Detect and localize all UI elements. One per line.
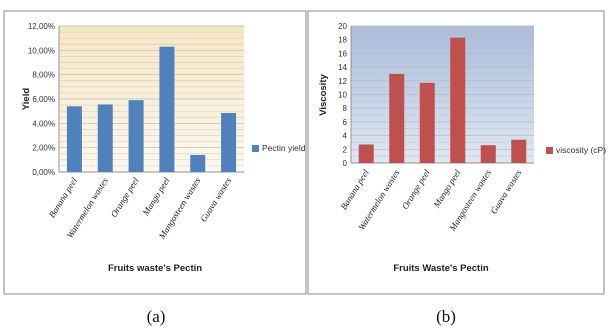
y-tick-label: 2 bbox=[343, 145, 348, 154]
y-tick-label: 6,00% bbox=[32, 95, 55, 104]
y-axis-title: Yield bbox=[21, 88, 32, 111]
x-axis-title: Fruits Waste's Pectin bbox=[393, 263, 489, 274]
bar bbox=[66, 106, 82, 172]
bars bbox=[358, 37, 527, 163]
bar bbox=[128, 100, 144, 172]
gridlines bbox=[58, 25, 244, 173]
y-tick-label: 6 bbox=[343, 118, 348, 127]
y-tick-label: 2,00% bbox=[32, 144, 55, 153]
legend-label: Pectin yield bbox=[262, 143, 306, 153]
bar bbox=[511, 139, 527, 163]
legend: viscosity (cP) bbox=[546, 145, 606, 155]
y-tick-label: 18 bbox=[338, 36, 347, 45]
bar bbox=[450, 37, 466, 163]
y-tick-label: 4,00% bbox=[32, 119, 55, 128]
y-tick-labels: 0,00% 2,00% 4,00% 6,00% 8,00% 10,00% 12,00% bbox=[28, 22, 55, 177]
bars bbox=[66, 46, 237, 172]
y-tick-label: 8 bbox=[343, 104, 348, 113]
bar bbox=[389, 73, 405, 163]
bar bbox=[97, 104, 113, 172]
y-tick-label: 14 bbox=[338, 63, 347, 72]
y-tick-label: 12,00% bbox=[28, 22, 55, 31]
y-tick-label: 8,00% bbox=[32, 71, 55, 80]
legend-swatch bbox=[546, 147, 553, 154]
y-tick-label: 20 bbox=[338, 22, 347, 31]
y-tick-label: 10,00% bbox=[28, 46, 55, 55]
bar bbox=[190, 154, 206, 172]
panel-a-caption: (a) bbox=[147, 307, 166, 326]
bar bbox=[221, 112, 237, 172]
y-tick-label: 12 bbox=[338, 77, 347, 86]
gridlines bbox=[350, 25, 534, 164]
bar bbox=[480, 145, 496, 163]
y-tick-label: 10 bbox=[338, 91, 347, 100]
legend-swatch bbox=[252, 145, 259, 152]
legend: Pectin yield bbox=[252, 143, 306, 153]
y-tick-label: 4 bbox=[343, 132, 348, 141]
bar bbox=[419, 82, 435, 163]
bar bbox=[358, 144, 374, 163]
y-axis-title: Viscosity bbox=[318, 74, 329, 116]
legend-label: viscosity (cP) bbox=[556, 145, 606, 155]
x-axis-title: Fruits waste's Pectin bbox=[108, 263, 202, 274]
y-tick-labels: 0 2 4 6 8 10 12 14 16 18 20 bbox=[338, 22, 347, 168]
bar bbox=[159, 46, 175, 172]
y-tick-label: 0,00% bbox=[32, 168, 55, 177]
panel-b-caption: (b) bbox=[436, 307, 456, 326]
y-tick-label: 16 bbox=[338, 49, 347, 58]
y-tick-label: 0 bbox=[343, 159, 348, 168]
